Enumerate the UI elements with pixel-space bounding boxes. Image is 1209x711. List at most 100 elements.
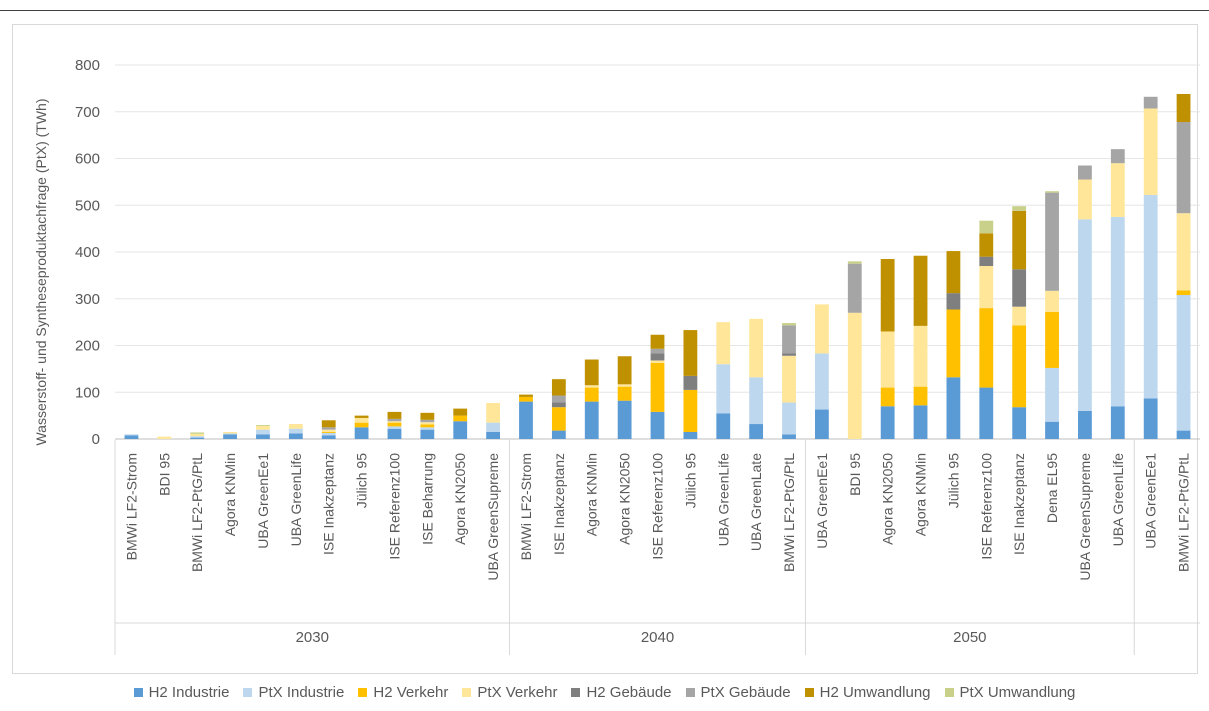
bar-segment-h2-umwandlung [584, 359, 599, 386]
legend-item: PtX Verkehr [462, 684, 557, 701]
x-category-label: ISE Inakzeptanz [321, 453, 337, 555]
bar-segment-ptx-geb-ude [420, 419, 435, 423]
bar-segment-h2-geb-ude [979, 256, 994, 267]
legend-swatch [133, 688, 143, 697]
x-group-label: 2040 [641, 629, 674, 646]
bar-segment-h2-geb-ude [946, 293, 961, 310]
bar-segment-h2-verkehr [946, 309, 961, 378]
x-category-label: Agora KNMin [222, 453, 238, 536]
y-tick-label: 600 [75, 151, 100, 168]
bar-segment-h2-geb-ude [551, 402, 566, 408]
bar-segment-ptx-industrie [321, 432, 336, 436]
x-category-label: Agora KN2050 [880, 453, 896, 545]
legend-item: PtX Industrie [243, 684, 344, 701]
x-category-label: UBA GreenLife [1110, 453, 1126, 547]
bar-segment-ptx-verkehr [749, 318, 764, 378]
bar-segment-h2-industrie [683, 431, 698, 439]
bar-segment-ptx-verkehr [157, 436, 172, 439]
bar-segment-h2-industrie [190, 437, 205, 439]
chart-legend: H2 Industrie PtX Industrie H2 Verkehr PtX V… [0, 684, 1209, 701]
bar-segment-h2-umwandlung [354, 415, 369, 418]
bar-segment-ptx-verkehr [1045, 290, 1059, 312]
x-category-label: ISE Inakzeptanz [551, 453, 567, 555]
x-category-label: BMWi LF2-PtG/PtL [189, 453, 205, 572]
bar-segment-ptx-verkehr [1078, 179, 1092, 220]
bar-segment-ptx-verkehr [617, 384, 632, 387]
bar-segment-h2-industrie [880, 406, 895, 439]
x-category-label: ISE Inakzeptanz [1011, 453, 1027, 555]
bar-segment-h2-industrie [321, 435, 336, 439]
y-tick-label: 100 [75, 384, 100, 401]
legend-label: H2 Industrie [148, 684, 230, 701]
bar-segment-h2-verkehr [1176, 290, 1191, 296]
bar-stacks [124, 93, 1191, 439]
bar-segment-ptx-geb-ude [321, 427, 336, 430]
legend-swatch [358, 688, 368, 697]
bar-segment-h2-industrie [420, 429, 435, 439]
bar-segment-ptx-industrie [1045, 367, 1059, 422]
y-axis-title: Wasserstoff- und Syntheseproduktachfrage… [33, 98, 49, 445]
legend-label: PtX Gebäude [700, 684, 791, 701]
bar-segment-h2-industrie [486, 431, 501, 439]
bar-segment-ptx-verkehr [1176, 213, 1191, 291]
x-category-label: BDI 95 [847, 453, 863, 496]
bar-segment-h2-industrie [453, 421, 468, 439]
bar-segment-ptx-industrie [1176, 295, 1191, 431]
legend-label: H2 Verkehr [373, 684, 449, 701]
bar-segment-ptx-umwandlung [1045, 191, 1059, 193]
bar-segment-h2-verkehr [617, 386, 632, 401]
x-category-label: Jülich 95 [354, 453, 370, 508]
bar-segment-h2-industrie [256, 434, 270, 439]
bar-segment-h2-geb-ude [650, 353, 665, 361]
bar-segment-h2-umwandlung [519, 394, 533, 397]
bar-segment-ptx-verkehr [716, 322, 731, 365]
x-group-label: 2030 [296, 629, 329, 646]
bar-segment-ptx-umwandlung [782, 323, 796, 326]
y-tick-label: 0 [92, 431, 100, 448]
bar-segment-ptx-industrie [486, 422, 501, 432]
y-tick-label: 200 [75, 338, 100, 355]
x-category-label: Agora KN2050 [617, 453, 633, 545]
bar-segment-ptx-industrie [420, 427, 435, 430]
bar-segment-ptx-industrie [288, 428, 303, 434]
bar-segment-h2-industrie [1110, 406, 1125, 439]
bar-segment-h2-industrie [913, 405, 928, 439]
x-category-label: UBA GreenEe1 [1143, 453, 1159, 549]
bar-segment-h2-umwandlung [683, 330, 698, 376]
bar-segment-ptx-umwandlung [256, 424, 270, 426]
y-tick-label: 700 [75, 104, 100, 121]
legend-swatch [462, 688, 472, 697]
bar-segment-ptx-verkehr [650, 360, 665, 363]
x-category-label: ISE Referenz100 [650, 453, 666, 560]
axis-labels: 0 100 200 300 400 500 600 700 800 Wasserstoff- un… [33, 57, 1192, 646]
bar-segment-ptx-geb-ude [1045, 192, 1059, 291]
x-category-label: UBA GreenSupreme [485, 453, 501, 581]
bar-segment-ptx-verkehr [814, 304, 829, 354]
bar-segment-ptx-industrie [1078, 219, 1092, 411]
x-group-label: 2050 [953, 629, 986, 646]
bar-segment-h2-verkehr [584, 387, 599, 402]
x-category-label: Jülich 95 [682, 453, 698, 508]
bar-segment-ptx-geb-ude [551, 395, 566, 403]
bar-segment-h2-umwandlung [321, 420, 336, 428]
bar-segment-h2-umwandlung [650, 334, 665, 349]
bar-segment-h2-umwandlung [913, 255, 928, 326]
bar-segment-ptx-verkehr [256, 425, 270, 430]
x-category-label: BMWi LF2-PtG/PtL [1176, 453, 1192, 572]
bar-segment-h2-verkehr [321, 431, 336, 433]
legend-label: PtX Verkehr [477, 684, 558, 701]
bar-segment-h2-industrie [782, 434, 796, 439]
bar-segment-ptx-verkehr [486, 403, 501, 423]
bar-segment-h2-industrie [519, 401, 533, 439]
x-category-label: BMWi LF2-PtG/PtL [781, 453, 797, 572]
bar-segment-h2-industrie [946, 377, 961, 439]
legend-swatch [685, 688, 695, 697]
bar-segment-ptx-geb-ude [1176, 122, 1191, 214]
bar-segment-h2-geb-ude [1012, 269, 1027, 307]
bar-segment-ptx-verkehr [880, 331, 895, 388]
bar-segment-ptx-geb-ude [1110, 149, 1125, 164]
bar-segment-h2-industrie [749, 424, 764, 439]
bar-segment-h2-industrie [387, 428, 402, 439]
legend-item: H2 Umwandlung [804, 684, 931, 701]
x-category-label: BMWi LF2-Strom [518, 453, 534, 560]
